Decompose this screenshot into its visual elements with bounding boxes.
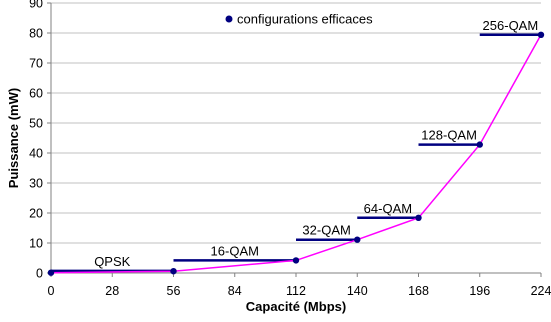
segment-label: 128-QAM xyxy=(421,128,477,143)
legend-label: configurations efficaces xyxy=(237,12,373,27)
x-tick-label: 28 xyxy=(105,284,119,298)
axes xyxy=(47,2,542,277)
y-tick-label: 20 xyxy=(29,207,43,221)
y-tick-label: 0 xyxy=(36,267,43,281)
segment-label: 64-QAM xyxy=(364,201,412,216)
series-line xyxy=(50,34,542,274)
x-tick-label: 56 xyxy=(167,284,181,298)
y-tick-label: 60 xyxy=(29,87,43,101)
data-point xyxy=(537,31,545,38)
data-point xyxy=(292,257,300,264)
x-tick-label: 224 xyxy=(531,284,551,298)
x-tick-label: 0 xyxy=(48,284,55,298)
x-tick-label: 84 xyxy=(228,284,242,298)
y-tick-labels: 0 10 20 30 40 50 60 70 80 90 xyxy=(29,0,43,281)
y-tick-label: 30 xyxy=(29,177,43,191)
series-markers xyxy=(47,31,545,276)
legend: configurations efficaces xyxy=(225,12,373,27)
data-point xyxy=(476,141,483,148)
data-point xyxy=(415,214,422,221)
legend-marker xyxy=(225,15,233,23)
segment-label: 16-QAM xyxy=(211,243,259,258)
grid-lines xyxy=(51,2,541,244)
y-tick-label: 50 xyxy=(29,117,43,131)
x-tick-label: 168 xyxy=(408,284,429,298)
data-point xyxy=(354,236,361,243)
segment-label: 256-QAM xyxy=(483,18,539,33)
data-point xyxy=(170,268,177,275)
x-tick-labels: 0 28 56 84 112 140 168 196 224 xyxy=(48,284,551,298)
y-axis-title: Puissance (mW) xyxy=(6,88,21,188)
x-tick-label: 196 xyxy=(469,284,490,298)
segment-label: 32-QAM xyxy=(302,223,350,238)
x-tick-label: 112 xyxy=(286,284,306,298)
modulation-labels: QPSK 16-QAM 32-QAM 64-QAM 128-QAM 256-QAM xyxy=(94,18,538,269)
series-polyline xyxy=(50,34,542,274)
segment-label: QPSK xyxy=(94,254,130,269)
x-tick-label: 140 xyxy=(347,284,368,298)
y-tick-label: 10 xyxy=(29,237,43,251)
y-tick-label: 80 xyxy=(29,27,43,41)
data-point xyxy=(47,269,55,276)
y-tick-label: 90 xyxy=(29,0,43,11)
y-tick-label: 40 xyxy=(29,147,43,161)
x-axis-title: Capacité (Mbps) xyxy=(246,299,346,314)
y-tick-label: 70 xyxy=(29,57,43,71)
